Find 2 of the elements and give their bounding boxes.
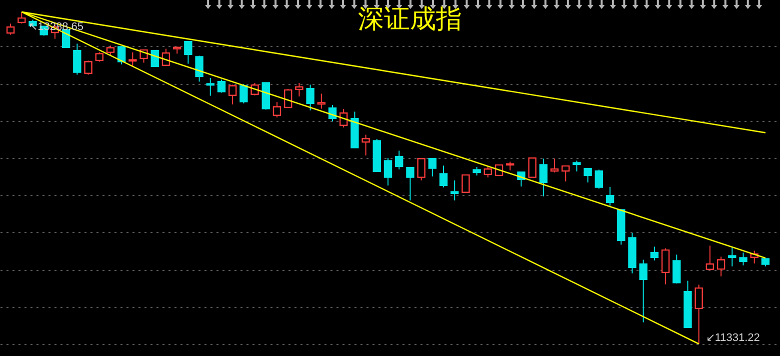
chart-title: 深证成指: [358, 4, 462, 34]
annotation: ↙11331.22: [706, 332, 760, 344]
